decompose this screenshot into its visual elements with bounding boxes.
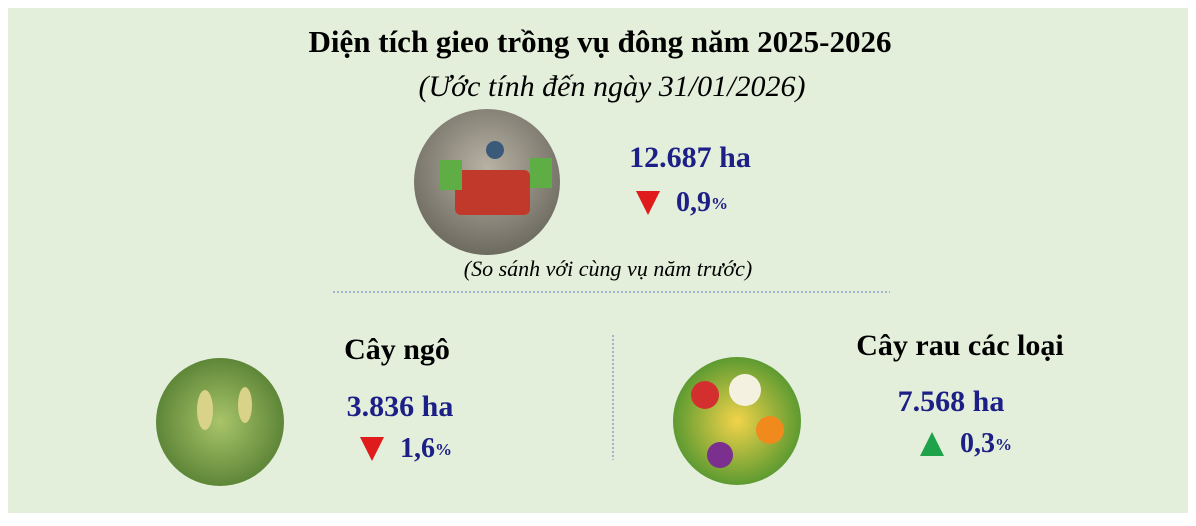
- total-value: 12.687 ha: [629, 141, 751, 174]
- change-arrow: [360, 437, 384, 461]
- vegetable-photo: [673, 357, 801, 485]
- item-change: 0,3%: [960, 428, 1012, 459]
- corn-photo: [156, 358, 284, 486]
- arrow-shape: [920, 432, 944, 456]
- item-value: 7.568 ha: [898, 385, 1005, 418]
- tractor-photo: [414, 109, 560, 255]
- item-change: 1,6%: [400, 433, 452, 464]
- item-name: Cây rau các loại: [856, 329, 1063, 362]
- item-value: 3.836 ha: [347, 390, 454, 423]
- item-name: Cây ngô: [344, 333, 450, 366]
- subtitle: (Ước tính đến ngày 31/01/2026): [419, 70, 806, 103]
- total-change: 0,9%: [676, 187, 728, 218]
- change-arrow: [920, 432, 944, 456]
- arrow-shape: [360, 437, 384, 461]
- note: (So sánh với cùng vụ năm trước): [464, 256, 752, 281]
- change-arrow: [636, 191, 660, 215]
- arrow-shape: [636, 191, 660, 215]
- title: Diện tích gieo trồng vụ đông năm 2025-20…: [309, 24, 892, 59]
